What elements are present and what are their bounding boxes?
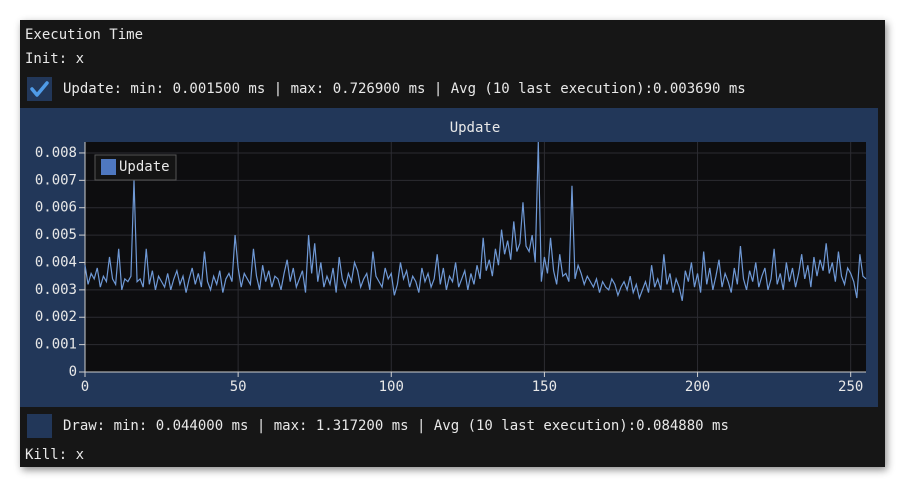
init-line: Init: x [25,51,84,67]
row-label: Draw: min: 0.044000 ms | max: 1.317200 m… [63,418,729,434]
legend-swatch [101,159,116,175]
legend-label: Update [119,159,170,175]
x-tick-label: 200 [685,379,710,395]
y-tick-label: 0 [69,364,77,380]
x-tick-label: 0 [81,379,89,395]
x-tick-label: 50 [230,379,247,395]
y-tick-label: 0.006 [35,200,77,216]
x-tick-label: 150 [532,379,557,395]
x-tick-label: 100 [379,379,404,395]
plot-area [85,142,866,372]
y-tick-label: 0.008 [35,145,77,161]
y-tick-label: 0.001 [35,337,77,353]
checkbox[interactable] [27,414,52,438]
kill-line: Kill: x [25,447,84,463]
y-tick-label: 0.002 [35,309,77,325]
y-tick-label: 0.007 [35,172,77,188]
y-tick-label: 0.005 [35,227,77,243]
row-label: Update: min: 0.001500 ms | max: 0.726900… [63,81,746,97]
plot-title: Update [450,120,501,136]
x-tick-label: 250 [838,379,863,395]
data-line [84,141,867,301]
y-tick-label: 0.004 [35,254,77,270]
y-tick-label: 0.003 [35,282,77,298]
checkmark [30,81,49,97]
window-title: Execution Time [25,27,143,43]
